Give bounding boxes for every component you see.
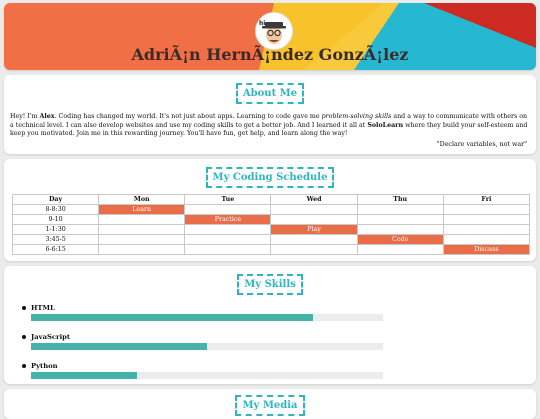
schedule-time-cell: 6-6:15 [11,244,100,255]
schedule-header-cell: Fri [442,194,531,205]
skills-list: HTML JavaScript Python [22,304,383,384]
schedule-time-cell: 3:45-5 [11,234,100,245]
schedule-empty-cell [270,204,358,215]
schedule-row: 8-8:30 Learn [11,204,531,215]
schedule-empty-cell [98,234,186,245]
bio-text: and a way to communicate with others on … [10,113,528,129]
schedule-header-cell: Day [11,194,100,205]
schedule-empty-cell [270,244,358,255]
schedule-empty-cell [356,204,444,215]
skill-progress-bar [31,372,383,379]
bullet-icon [22,335,26,339]
skill-progress-bar [31,314,383,321]
schedule-header-cell: Thu [356,194,444,205]
skill-name: HTML [31,304,55,312]
bio-text: Hey! I'm [10,113,40,120]
skill-progress-fill [31,314,313,321]
schedule-empty-cell [98,214,186,225]
schedule-section: My Coding Schedule Day Mon Tue Wed Thu F… [4,159,536,261]
schedule-empty-cell [98,224,186,235]
profile-header: hi AdriÃ¡n HernÃ¡ndez GonzÃ¡lez [4,3,536,70]
motto-quote: "Declare variables, not war" [436,141,527,148]
schedule-header-cell: Wed [270,194,358,205]
schedule-empty-cell [184,224,272,235]
skill-item: JavaScript [22,333,383,350]
schedule-row: 6-6:15 Discuss [11,244,531,255]
bio-brand: SoloLearn [367,121,404,129]
schedule-activity-cell: Practice [184,214,272,225]
schedule-title: My Coding Schedule [205,167,335,188]
skill-item: Python [22,362,383,379]
schedule-empty-cell [270,234,358,245]
schedule-time-cell: 8-8:30 [11,204,100,215]
schedule-activity-cell: Code [356,234,444,245]
skill-item: HTML [22,304,383,321]
bio-text: where they build your self-esteem and ke… [10,121,528,138]
schedule-empty-cell [356,214,444,225]
bullet-icon [22,364,26,368]
schedule-header-cell: Tue [184,194,272,205]
schedule-empty-cell [184,204,272,215]
schedule-empty-cell [356,244,444,255]
schedule-activity-cell: Learn [98,204,186,215]
schedule-time-cell: 9-10 [11,214,100,225]
bullet-icon [22,306,26,310]
schedule-empty-cell [356,224,444,235]
schedule-empty-cell [442,204,531,215]
avatar-icon: hi [256,13,292,49]
media-section: My Media [4,389,536,419]
schedule-row: 1-1:30 Play [11,224,531,235]
schedule-empty-cell [442,234,531,245]
skills-title: My Skills [237,274,303,295]
schedule-row: 3:45-5 Code [11,234,531,245]
schedule-header-cell: Mon [98,194,186,205]
bio-emphasis: problem-solving skills [321,113,392,120]
schedule-empty-cell [442,214,531,225]
media-title: My Media [235,395,305,416]
about-title: About Me [235,83,305,104]
schedule-activity-cell: Discuss [442,244,531,255]
svg-text:hi: hi [259,20,265,27]
schedule-activity-cell: Play [270,224,358,235]
skill-progress-bar [31,343,383,350]
skill-progress-fill [31,343,207,350]
skill-name: Python [31,362,58,370]
bio-text: . Coding has changed my world. It's not … [54,113,322,120]
skills-section: My Skills HTML JavaScript Python [4,266,536,384]
schedule-row: 9-10 Practice [11,214,531,225]
schedule-table: Day Mon Tue Wed Thu Fri 8-8:30 Learn 9-10 P… [11,194,531,255]
schedule-empty-cell [184,234,272,245]
skill-progress-fill [31,372,137,379]
profile-name: AdriÃ¡n HernÃ¡ndez GonzÃ¡lez [131,45,409,64]
schedule-empty-cell [442,224,531,235]
skill-name: JavaScript [31,333,71,341]
avatar: hi [255,12,293,50]
schedule-empty-cell [184,244,272,255]
about-bio: Hey! I'm Alex. Coding has changed my wor… [10,113,530,139]
bio-name: Alex [39,113,55,120]
schedule-header-row: Day Mon Tue Wed Thu Fri [11,194,531,205]
schedule-time-cell: 1-1:30 [11,224,100,235]
schedule-empty-cell [270,214,358,225]
schedule-empty-cell [98,244,186,255]
about-section: About Me Hey! I'm Alex. Coding has chang… [4,75,536,154]
